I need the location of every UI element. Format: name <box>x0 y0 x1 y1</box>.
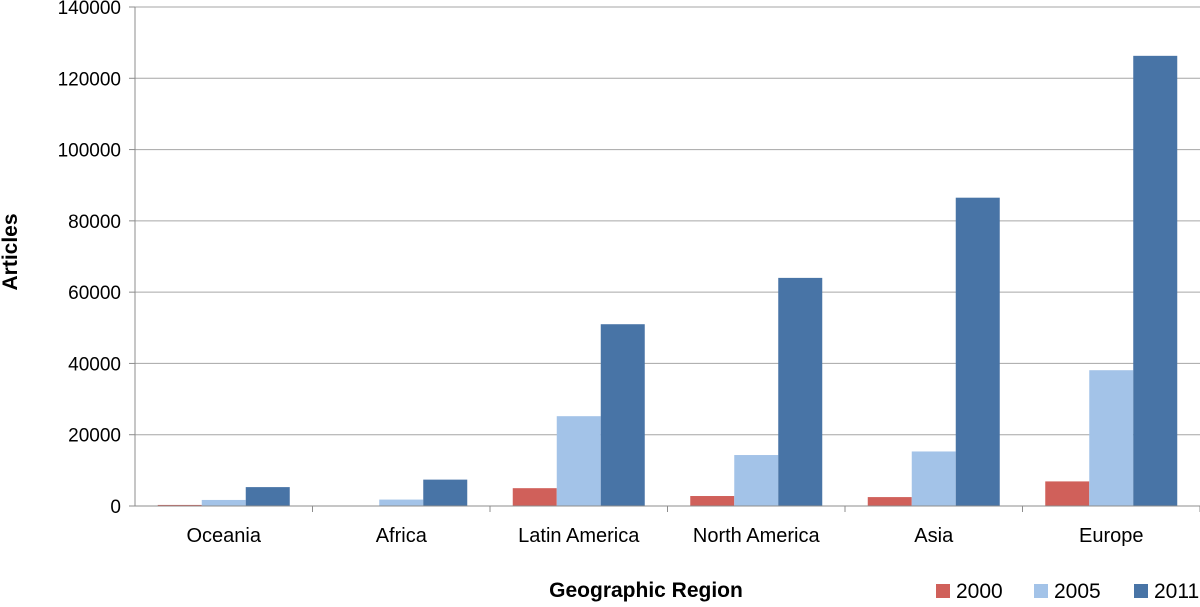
bars <box>157 55 1178 507</box>
x-axis-title: Geographic Region <box>549 579 743 602</box>
legend-swatch-2011 <box>1134 584 1148 598</box>
legend-label-2011: 2011 <box>1154 580 1199 603</box>
bar-2005-africa <box>379 499 424 506</box>
bar-2005-latin-america <box>556 416 601 506</box>
y-axis-ticks: 0 20000 40000 60000 80000 100000 120000 140000 <box>58 0 135 518</box>
legend-label-2000: 2000 <box>956 580 1003 603</box>
gridlines <box>135 6 1200 436</box>
y-tick-label: 120000 <box>58 69 121 90</box>
category-label: Asia <box>914 525 954 547</box>
category-label: North America <box>693 525 821 547</box>
y-tick-label: 100000 <box>58 141 121 162</box>
legend-label-2005: 2005 <box>1054 580 1101 603</box>
legend-swatch-2000 <box>936 584 950 598</box>
x-axis-categories: Oceania Africa Latin America North America A… <box>187 506 1200 547</box>
category-label: Africa <box>376 525 428 547</box>
bar-2011-latin-america <box>600 324 645 506</box>
category-label: Europe <box>1079 525 1144 547</box>
bar-2005-asia <box>911 451 956 506</box>
y-tick-label: 140000 <box>58 0 121 19</box>
legend: 2000 2005 2011 <box>936 580 1199 603</box>
category-label: Latin America <box>518 525 640 547</box>
bar-2000-asia <box>867 497 912 506</box>
bar-2000-latin-america <box>512 488 557 506</box>
bar-2011-europe <box>1133 55 1178 506</box>
y-tick-label: 40000 <box>68 354 121 375</box>
bar-2011-asia <box>955 197 1000 507</box>
bar-2011-africa <box>423 479 468 506</box>
bar-2000-north-america <box>690 496 735 506</box>
category-label: Oceania <box>187 525 262 547</box>
legend-swatch-2005 <box>1034 584 1048 598</box>
bar-2000-europe <box>1045 481 1090 506</box>
y-tick-label: 20000 <box>68 426 121 447</box>
y-axis-title: Articles <box>0 213 22 290</box>
bar-2011-north-america <box>778 277 823 506</box>
y-tick-label: 60000 <box>68 283 121 304</box>
bar-2011-oceania <box>245 487 290 506</box>
bar-2005-oceania <box>201 499 246 506</box>
bar-2005-north-america <box>734 455 779 506</box>
y-tick-label: 80000 <box>68 212 121 233</box>
bar-2005-europe <box>1089 370 1134 506</box>
bar-2000-oceania <box>157 504 202 506</box>
y-tick-label: 0 <box>110 497 121 518</box>
